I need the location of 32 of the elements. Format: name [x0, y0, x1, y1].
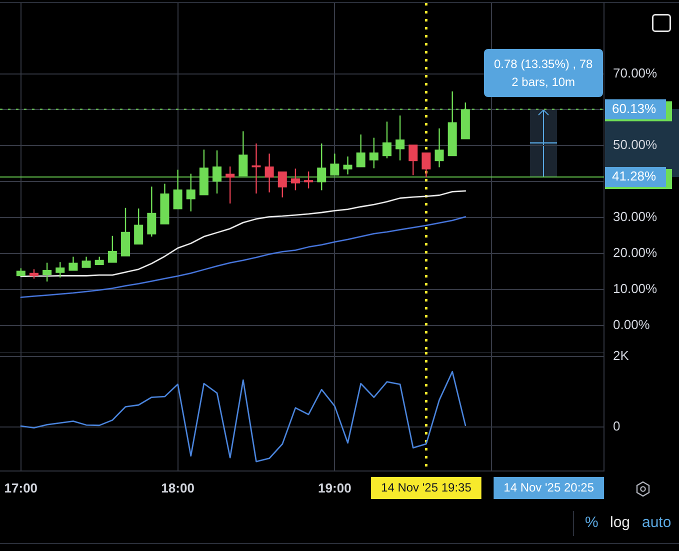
text: 14 Nov '25 20:25: [504, 480, 594, 494]
y-tick-label: 30.00%: [613, 209, 658, 224]
text: log: [610, 514, 630, 532]
y-tick-label: 2K: [613, 348, 630, 364]
y-tick-label: 20.00%: [613, 245, 658, 260]
ref-line-label: 60.13%: [612, 100, 657, 116]
candlestick: [264, 154, 274, 192]
text: %: [585, 514, 598, 532]
candlestick: [160, 184, 170, 224]
x-tick-label: 18:00: [161, 480, 194, 496]
candlestick: [422, 152, 431, 178]
candlestick: [16, 268, 26, 276]
candlestick: [82, 256, 91, 268]
candlestick: [252, 144, 261, 194]
annotation: 0.78 (13.35%) , 78: [494, 56, 593, 74]
candlestick: [343, 156, 352, 174]
y-tick-label: 70.00%: [613, 65, 658, 80]
tooltip: 0.78 (13.35%) , 78 2 bars, 10m: [484, 49, 603, 98]
y-tick-label: 0.00%: [613, 316, 650, 332]
ref-line-label: 41.28%: [612, 168, 657, 184]
candlestick: [356, 134, 366, 168]
candlestick: [147, 186, 156, 237]
ref-line-label: 14 Nov '25 19:35: [381, 480, 472, 494]
annotation: 2 bars, 10m: [510, 74, 576, 92]
text: auto: [642, 514, 672, 532]
y-tick-label: 0: [613, 418, 620, 434]
candlestick: [304, 172, 314, 188]
y-tick-label: 10.00%: [613, 280, 658, 296]
x-tick-label: 17:00: [4, 480, 38, 496]
x-tick-label: 19:00: [318, 480, 352, 496]
candlestick: [434, 128, 444, 168]
y-tick-label: 50.00%: [613, 137, 658, 152]
